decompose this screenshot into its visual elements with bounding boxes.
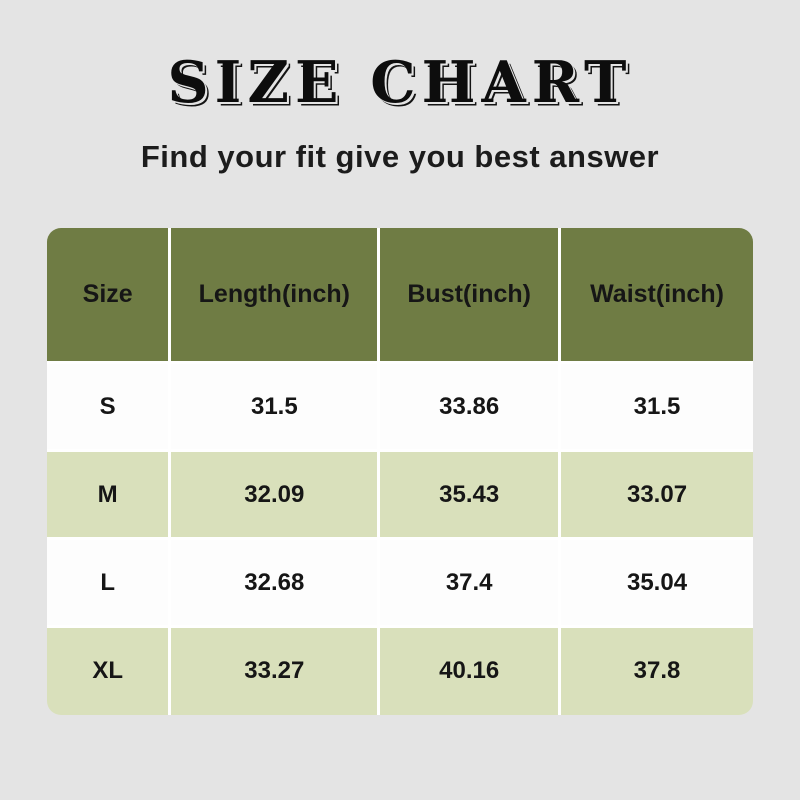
waist-value-cell: 33.07 xyxy=(558,449,753,541)
length-value-cell: 32.68 xyxy=(168,537,381,629)
table-header-row: Size Length(inch) Bust(inch) Waist(inch) xyxy=(47,227,753,365)
bust-value-cell: 33.86 xyxy=(377,361,562,453)
bust-value-cell: 35.43 xyxy=(377,449,562,541)
header-cell-size: Size xyxy=(47,227,172,365)
header-cell-length: Length(inch) xyxy=(168,227,381,365)
waist-value-cell: 35.04 xyxy=(558,537,753,629)
size-label-cell: S xyxy=(47,361,172,453)
bust-value-cell: 40.16 xyxy=(377,625,562,715)
size-chart-title: SIZE CHART xyxy=(167,49,633,116)
table-row-l: L 32.68 37.4 35.04 xyxy=(47,537,753,629)
size-table: Size Length(inch) Bust(inch) Waist(inch)… xyxy=(47,227,753,715)
table-row-m: M 32.09 35.43 33.07 xyxy=(47,449,753,541)
header-cell-waist: Waist(inch) xyxy=(558,227,753,365)
bust-value-cell: 37.4 xyxy=(377,537,562,629)
size-label-cell: M xyxy=(47,449,172,541)
size-table-container: Size Length(inch) Bust(inch) Waist(inch)… xyxy=(47,227,753,715)
table-row-s: S 31.5 33.86 31.5 xyxy=(47,361,753,453)
table-row-xl: XL 33.27 40.16 37.8 xyxy=(47,625,753,715)
waist-value-cell: 31.5 xyxy=(558,361,753,453)
length-value-cell: 31.5 xyxy=(168,361,381,453)
length-value-cell: 33.27 xyxy=(168,625,381,715)
size-label-cell: XL xyxy=(47,625,172,715)
header-cell-bust: Bust(inch) xyxy=(377,227,562,365)
waist-value-cell: 37.8 xyxy=(558,625,753,715)
length-value-cell: 32.09 xyxy=(168,449,381,541)
size-label-cell: L xyxy=(47,537,172,629)
size-chart-subtitle: Find your fit give you best answer xyxy=(140,138,660,174)
